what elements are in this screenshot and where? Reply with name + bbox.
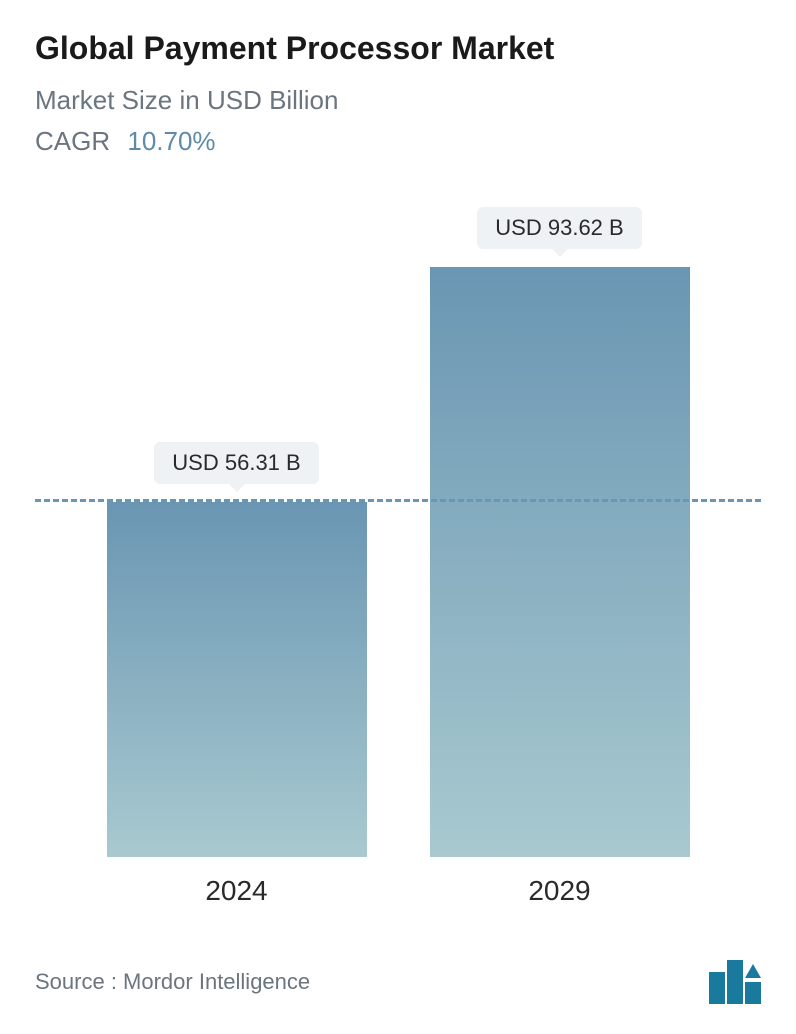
reference-line <box>35 499 761 502</box>
chart-title: Global Payment Processor Market <box>35 30 761 67</box>
footer: Source : Mordor Intelligence <box>35 960 761 1004</box>
bar <box>107 502 367 857</box>
source-text: Source : Mordor Intelligence <box>35 969 310 995</box>
bar-value-label: USD 56.31 B <box>154 442 318 484</box>
bar-value-label: USD 93.62 B <box>477 207 641 249</box>
year-labels: 2024 2029 <box>35 875 761 907</box>
logo-icon <box>709 960 761 1004</box>
bar-group: USD 93.62 B <box>430 207 690 857</box>
chart-subtitle: Market Size in USD Billion <box>35 85 761 116</box>
year-label: 2029 <box>430 875 690 907</box>
cagr-value: 10.70% <box>127 126 215 156</box>
cagr-label: CAGR <box>35 126 110 156</box>
year-label: 2024 <box>107 875 367 907</box>
bar-group: USD 56.31 B <box>107 442 367 857</box>
chart-area: USD 56.31 BUSD 93.62 B 20242029 <box>35 187 761 907</box>
bar <box>430 267 690 857</box>
bars-container: USD 56.31 BUSD 93.62 B <box>35 227 761 857</box>
cagr-row: CAGR 10.70% <box>35 126 761 157</box>
